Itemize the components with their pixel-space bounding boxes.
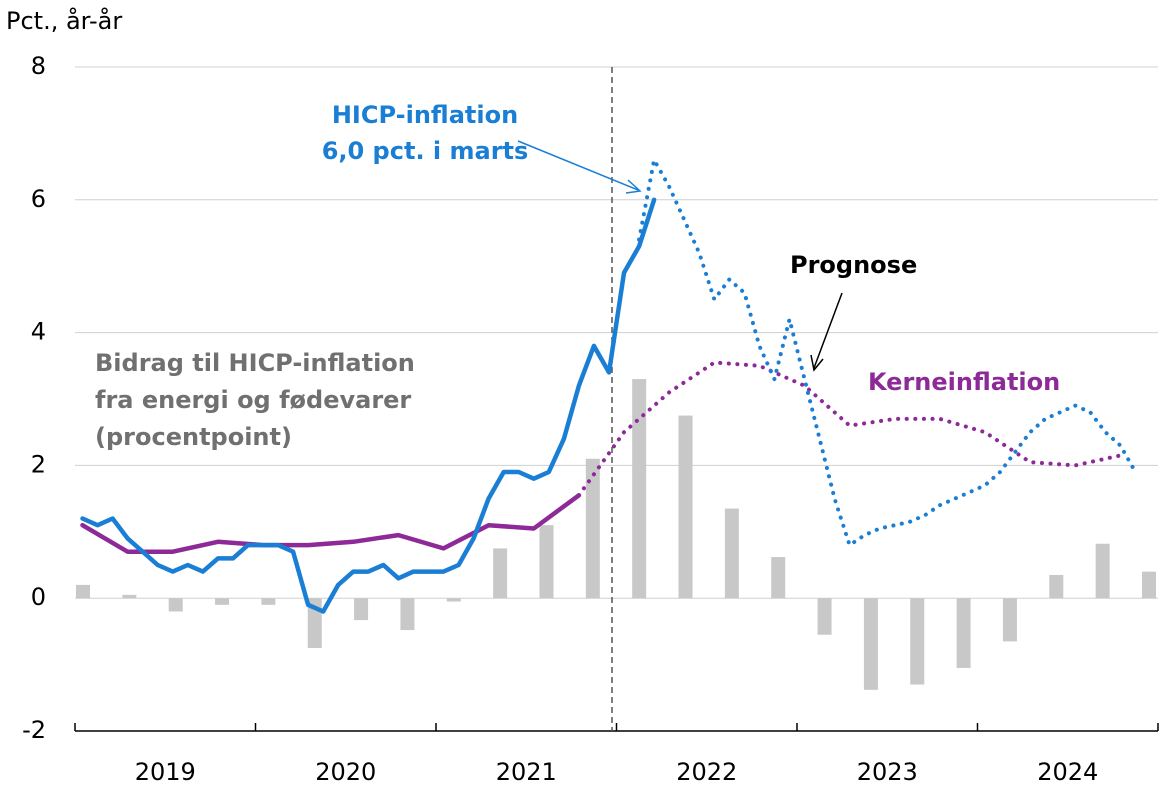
bar bbox=[493, 548, 508, 599]
x-tick-label: 2024 bbox=[1037, 758, 1098, 786]
y-tick-label: 6 bbox=[31, 185, 46, 213]
y-tick-label: -2 bbox=[22, 716, 46, 744]
bar bbox=[261, 598, 276, 605]
core-annotation: Kerneinflation bbox=[868, 368, 1060, 396]
forecast-annotation: Prognose bbox=[790, 251, 917, 279]
bar bbox=[122, 594, 137, 599]
bar bbox=[724, 508, 739, 599]
bar bbox=[76, 584, 90, 599]
x-tick-label: 2021 bbox=[496, 758, 557, 786]
x-tick-label: 2023 bbox=[857, 758, 918, 786]
bar bbox=[400, 598, 415, 631]
y-tick-label: 2 bbox=[31, 450, 46, 478]
line-series bbox=[637, 158, 1138, 548]
arrow bbox=[517, 140, 639, 191]
bar bbox=[1095, 543, 1110, 599]
plot: -2 0 2 4 6 8 2019 2020 2021 2022 2023 2024 bbox=[22, 52, 1159, 786]
bar-annotation: (procentpoint) bbox=[95, 423, 292, 451]
x-tick-label: 2020 bbox=[315, 758, 376, 786]
y-tick-label: 4 bbox=[31, 318, 46, 346]
arrow-head bbox=[810, 354, 824, 372]
line-series bbox=[576, 360, 1123, 498]
bar bbox=[1049, 574, 1064, 599]
bar bbox=[817, 598, 832, 635]
y-tick-label: 8 bbox=[31, 52, 46, 80]
line-series bbox=[80, 197, 657, 614]
bar-annotation: Bidrag til HICP-inflation bbox=[95, 349, 415, 377]
bar bbox=[910, 598, 925, 685]
bar-annotation: fra energi og fødevarer bbox=[95, 386, 411, 414]
bar bbox=[678, 415, 693, 599]
bar bbox=[1142, 571, 1156, 599]
bar bbox=[446, 598, 461, 602]
x-tick-label: 2019 bbox=[135, 758, 196, 786]
bar bbox=[863, 598, 878, 690]
line-series bbox=[80, 493, 582, 554]
bar bbox=[771, 557, 786, 599]
x-tick-label: 2022 bbox=[676, 758, 737, 786]
hicp-annotation: 6,0 pct. i marts bbox=[322, 137, 529, 165]
y-axis-label: Pct., år-år bbox=[6, 6, 122, 35]
bar bbox=[168, 598, 183, 612]
bar bbox=[956, 598, 971, 668]
bar bbox=[354, 598, 369, 621]
hicp-annotation: HICP-inflation bbox=[332, 101, 518, 129]
bar bbox=[585, 458, 600, 599]
bar bbox=[215, 598, 230, 605]
arrow-head bbox=[625, 179, 642, 194]
arrow bbox=[813, 292, 843, 369]
bar bbox=[632, 379, 647, 599]
y-tick-label: 0 bbox=[31, 583, 46, 611]
bar bbox=[1002, 598, 1017, 642]
bar bbox=[539, 525, 554, 599]
